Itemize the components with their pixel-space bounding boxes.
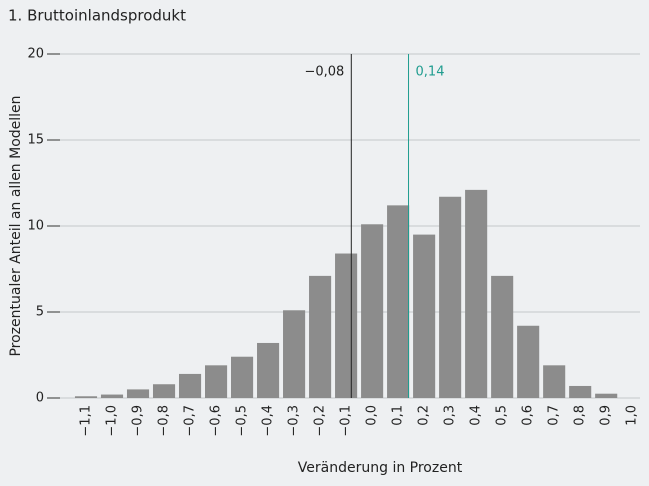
reference-label: 0,14 [416,65,445,80]
x-tick-label: 0,7 [547,405,562,426]
x-tick-label: −0,4 [261,405,276,437]
x-tick-label: −0,1 [339,405,354,437]
bar [413,234,436,398]
bar [100,394,124,398]
bar [595,393,618,398]
x-tick-label: 0,4 [469,405,484,426]
x-tick-label: 0,5 [495,405,510,426]
y-tick-label: 10 [27,219,44,234]
y-tick-label: 5 [36,305,44,320]
x-tick-label: 0,3 [443,405,458,426]
bar [465,189,488,398]
bar [439,196,462,398]
bar [569,385,592,398]
bar [283,310,306,398]
bar [517,325,540,398]
x-tick-label: 0,8 [573,405,588,426]
x-tick-label: 0,9 [599,405,614,426]
bar [74,396,98,398]
x-tick-label: −0,2 [313,405,328,437]
bar [257,342,280,398]
y-tick-label: 15 [27,133,44,148]
x-tick-label: −0,3 [287,405,302,437]
bar [231,356,254,398]
x-tick-label: 0,1 [391,405,406,426]
y-tick-label: 0 [36,391,44,406]
bar [126,389,150,398]
bar [387,205,410,398]
x-tick-label: −0,5 [235,405,250,437]
x-tick-label: 0,6 [521,405,536,426]
bar [205,365,228,398]
bar [361,224,384,398]
x-tick-label: −0,9 [131,405,146,437]
reference-label: −0,08 [304,65,344,80]
chart-title: 1. Bruttoinlandsprodukt [8,7,186,25]
bar [309,275,332,398]
bar [152,384,176,398]
bar [178,373,202,398]
x-tick-label: 0,0 [365,405,380,426]
x-tick-label: 0,2 [417,405,432,426]
x-tick-label: −0,7 [183,405,198,437]
x-tick-label: −0,8 [157,405,172,437]
x-tick-label: −1,1 [79,405,94,437]
x-tick-label: 1,0 [625,405,640,426]
x-tick-label: −1,0 [105,405,120,437]
x-tick-label: −0,6 [209,405,224,437]
y-tick-label: 20 [27,47,44,62]
bar [491,275,514,398]
bar [543,365,566,398]
x-axis-label: Veränderung in Prozent [298,460,463,476]
bar [335,253,358,398]
y-axis-label: Prozentualer Anteil an allen Modellen [8,95,24,356]
